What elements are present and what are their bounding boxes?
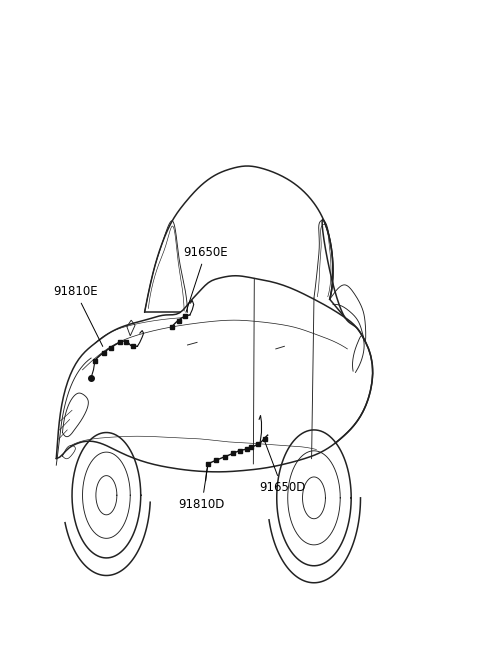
Text: 91810E: 91810E xyxy=(53,285,103,346)
Text: 91650E: 91650E xyxy=(183,246,228,312)
Text: 91810D: 91810D xyxy=(179,466,225,511)
Polygon shape xyxy=(127,320,135,336)
Text: 91650D: 91650D xyxy=(259,441,305,494)
